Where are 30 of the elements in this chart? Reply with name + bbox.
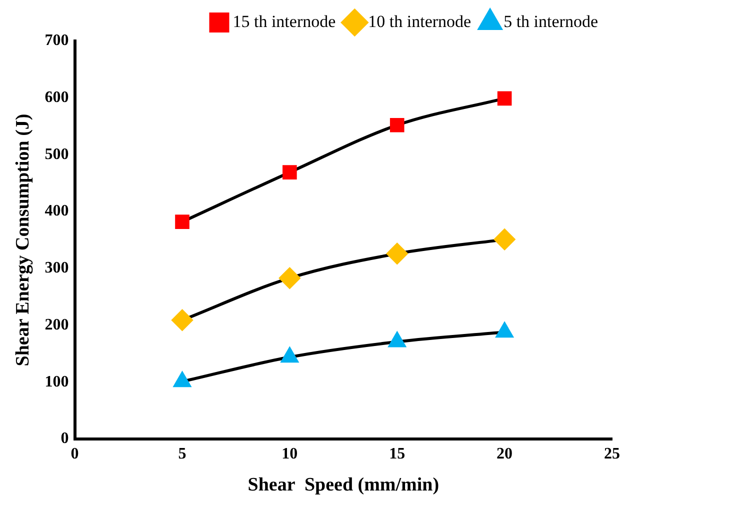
point — [390, 118, 404, 132]
point — [282, 165, 297, 180]
x-tick-label: 15 — [389, 446, 406, 463]
point — [174, 372, 191, 388]
y-tick-label: 500 — [44, 146, 69, 163]
x-tick-label: 25 — [604, 446, 620, 463]
y-tick-label: 400 — [44, 202, 69, 220]
legend-label: 15 th internode — [232, 12, 336, 31]
point — [386, 243, 408, 264]
legend-label: 10 th internode — [368, 12, 472, 31]
x-tick-label: 5 — [178, 446, 186, 463]
x-tick-label: 10 — [282, 446, 298, 463]
x-axis-title: Shear Speed (mm/min) — [248, 474, 440, 496]
x-tick-label: 20 — [496, 446, 513, 463]
point — [388, 332, 406, 348]
point — [496, 322, 513, 338]
y-tick-label: 600 — [44, 89, 69, 106]
legend-label: 5 th internode — [504, 12, 598, 31]
point — [172, 310, 193, 331]
y-tick-label: 700 — [44, 32, 69, 50]
y-tick-label: 200 — [44, 316, 69, 334]
y-axis-title: Shear Energy Consumption (J) — [12, 114, 34, 366]
y-tick-label: 100 — [44, 373, 69, 390]
point — [497, 91, 512, 106]
point — [279, 268, 300, 289]
point — [281, 348, 298, 363]
point — [175, 214, 190, 229]
point — [494, 228, 516, 250]
y-tick-label: 300 — [44, 260, 69, 277]
y-tick-label: 0 — [60, 430, 69, 448]
